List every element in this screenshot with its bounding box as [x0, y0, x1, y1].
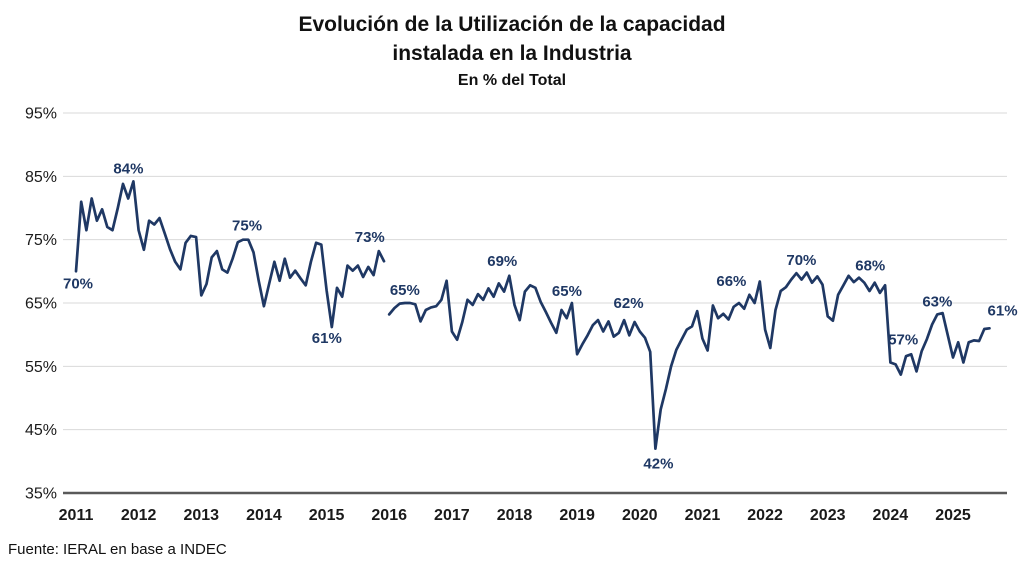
- data-point-label: 73%: [355, 229, 385, 246]
- y-axis-tick-label: 55%: [25, 359, 57, 376]
- x-axis-year-label: 2012: [121, 507, 157, 524]
- trend-line: [74, 180, 386, 329]
- data-point-label: 68%: [855, 258, 885, 275]
- data-point-label: 84%: [113, 160, 143, 177]
- x-axis-year-label: 2022: [747, 507, 783, 524]
- x-axis-year-label: 2011: [59, 507, 94, 524]
- data-point-label: 65%: [552, 283, 582, 300]
- trend-line: [387, 271, 991, 451]
- x-axis-year-label: 2016: [371, 507, 407, 524]
- data-point-label: 75%: [232, 218, 262, 235]
- x-axis-year-label: 2014: [246, 507, 282, 524]
- x-axis-year-label: 2013: [183, 507, 219, 524]
- x-axis-year-label: 2019: [559, 507, 595, 524]
- x-axis-year-label: 2025: [935, 507, 971, 524]
- data-point-label: 69%: [487, 253, 517, 270]
- data-point-label: 62%: [614, 295, 644, 312]
- y-axis-tick-label: 95%: [25, 106, 57, 123]
- data-point-label: 57%: [888, 331, 918, 348]
- y-axis-tick-label: 35%: [25, 486, 57, 503]
- y-axis-tick-label: 65%: [25, 296, 57, 313]
- data-point-label: 66%: [716, 273, 746, 290]
- data-point-label: 70%: [63, 275, 93, 292]
- chart-title: Evolución de la Utilización de la capaci…: [0, 10, 1024, 68]
- x-axis-year-label: 2017: [434, 507, 470, 524]
- chart-title-line2: instalada en la Industria: [392, 42, 632, 65]
- data-point-label: 63%: [922, 293, 952, 310]
- chart-subtitle: En % del Total: [457, 72, 567, 89]
- data-point-label: 65%: [390, 282, 420, 299]
- x-axis-year-label: 2024: [873, 507, 909, 524]
- chart-title-line1: Evolución de la Utilización de la capaci…: [298, 13, 726, 36]
- data-point-label: 61%: [312, 330, 342, 347]
- data-point-label: 70%: [786, 252, 816, 269]
- x-axis-year-label: 2021: [685, 507, 721, 524]
- y-axis-tick-label: 75%: [25, 232, 57, 249]
- data-point-label: 61%: [988, 302, 1018, 319]
- x-axis-year-label: 2023: [810, 507, 846, 524]
- x-axis-year-label: 2015: [309, 507, 345, 524]
- x-axis-year-label: 2018: [497, 507, 533, 524]
- source-note: Fuente: IERAL en base a INDEC: [8, 541, 227, 558]
- y-axis-tick-label: 45%: [25, 422, 57, 439]
- y-axis-tick-label: 85%: [25, 169, 57, 186]
- data-point-label: 42%: [643, 456, 673, 473]
- x-axis-year-label: 2020: [622, 507, 658, 524]
